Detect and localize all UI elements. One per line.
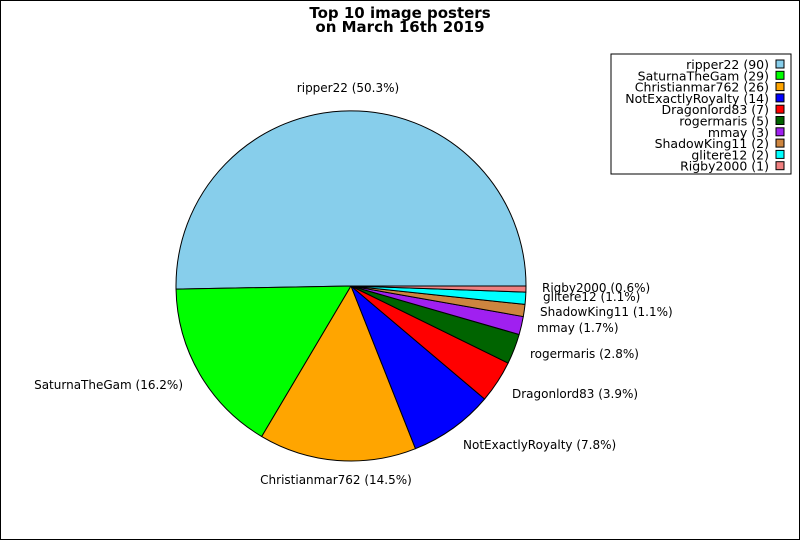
pie-slice-labels: ripper22 (50.3%) SaturnaTheGam (16.2%) Chr…: [34, 81, 673, 487]
legend-label-glitere12: glitere12 (2): [691, 147, 769, 162]
legend-label-ripper22: ripper22 (90): [686, 57, 769, 72]
legend-label-mmay: mmay (3): [708, 125, 769, 140]
slice-label-mmay: mmay (1.7%): [537, 321, 619, 335]
legend-label-rigby2000: Rigby2000 (1): [680, 159, 769, 174]
legend-swatch-rigby2000: [775, 161, 785, 171]
slice-label-dragonlord83: Dragonlord83 (3.9%): [512, 387, 638, 401]
chart-title-line-2: on March 16th 2019: [315, 18, 484, 36]
legend-label-rogermaris: rogermaris (5): [679, 114, 769, 129]
legend-swatch-rogermaris: [775, 116, 785, 125]
slice-label-notexactlyroyalty: NotExactlyRoyalty (7.8%): [463, 438, 616, 452]
chart-title-line-1: Top 10 image posters: [309, 4, 490, 22]
slice-label-rogermaris: rogermaris (2.8%): [530, 347, 639, 361]
legend-swatch-ripper22: [775, 59, 785, 69]
legend-label-shadowking11: ShadowKing11 (2): [655, 136, 769, 151]
legend-label-dragonlord83: Dragonlord83 (7): [662, 102, 770, 117]
legend-swatch-saturnathegam: [775, 70, 785, 80]
legend-swatch-notexactlyroyalty: [775, 93, 785, 103]
pie-slice-christianmar762: [261, 285, 416, 462]
slice-label-ripper22: ripper22 (50.3%): [297, 81, 399, 95]
legend-label-saturnathegam: SaturnaTheGam (29): [638, 68, 769, 83]
legend-swatch-glitere12: [775, 149, 785, 159]
legend-swatch-christianmar762: [775, 82, 785, 92]
pie-slice-saturnathegam: [175, 285, 352, 438]
slice-label-saturnathegam: SaturnaTheGam (16.2%): [34, 378, 183, 392]
legend-box: [610, 53, 792, 175]
slice-label-glitere12: glitere12 (1.1%): [543, 290, 640, 304]
slice-label-christianmar762: Christianmar762 (14.5%): [260, 473, 412, 487]
chart-title: Top 10 image posters on March 16th 2019: [309, 4, 490, 36]
legend: ripper22 (90)SaturnaTheGam (29)Christian…: [610, 53, 792, 175]
pie-slice-rigby2000: [350, 285, 527, 293]
legend-swatch-shadowking11: [775, 138, 785, 148]
legend-label-christianmar762: Christianmar762 (26): [635, 80, 769, 95]
pie-slices: [175, 110, 527, 462]
legend-label-notexactlyroyalty: NotExactlyRoyalty (14): [625, 91, 769, 106]
legend-swatch-dragonlord83: [775, 104, 785, 114]
slice-label-shadowking11: ShadowKing11 (1.1%): [540, 305, 673, 319]
pie-slice-ripper22: [175, 110, 527, 290]
legend-swatch-mmay: [775, 127, 785, 137]
slice-label-rigby2000: Rigby2000 (0.6%): [542, 281, 650, 295]
